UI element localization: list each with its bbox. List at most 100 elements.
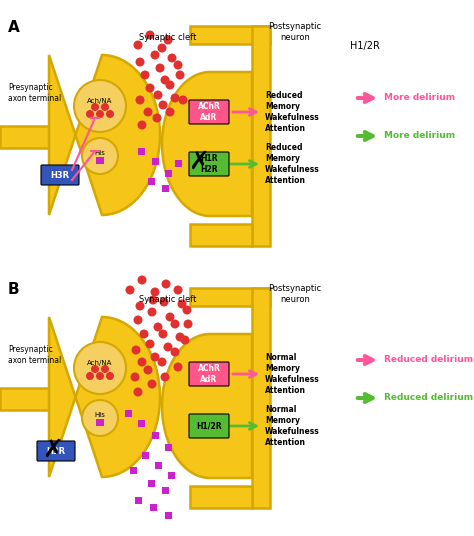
Bar [148, 480, 155, 487]
Circle shape [164, 35, 173, 44]
Bar [135, 497, 142, 504]
Circle shape [136, 57, 145, 66]
Bar [148, 178, 155, 185]
Circle shape [148, 295, 157, 304]
Text: Reduced delirium: Reduced delirium [384, 355, 473, 364]
Circle shape [106, 110, 114, 118]
Circle shape [151, 50, 159, 59]
Text: AChR
AdR: AChR AdR [198, 364, 220, 384]
Text: H1R
H2R: H1R H2R [200, 154, 218, 174]
Circle shape [181, 336, 190, 345]
Circle shape [101, 365, 109, 373]
Text: More delirium: More delirium [384, 131, 455, 140]
Circle shape [173, 286, 182, 294]
Circle shape [106, 372, 114, 380]
Polygon shape [252, 288, 270, 508]
Text: Presynaptic
axon terminal: Presynaptic axon terminal [8, 345, 61, 365]
Circle shape [161, 373, 170, 382]
Circle shape [126, 286, 135, 294]
Circle shape [140, 71, 149, 79]
Circle shape [175, 71, 184, 79]
Circle shape [177, 300, 186, 309]
Text: H1/2R: H1/2R [196, 421, 222, 430]
Circle shape [157, 358, 166, 367]
Circle shape [151, 287, 159, 296]
Circle shape [82, 138, 118, 174]
Circle shape [86, 110, 94, 118]
Text: H1/2R: H1/2R [350, 41, 380, 51]
Circle shape [134, 41, 143, 49]
Circle shape [134, 316, 143, 324]
Text: ✗: ✗ [42, 438, 63, 462]
Bar [96, 157, 104, 164]
Bar [155, 462, 162, 469]
Text: More delirium: More delirium [384, 93, 455, 102]
Text: Normal
Memory
Wakefulness
Attention: Normal Memory Wakefulness Attention [265, 405, 320, 447]
Circle shape [162, 279, 171, 288]
Circle shape [165, 312, 174, 322]
Circle shape [157, 43, 166, 53]
Bar [165, 512, 172, 519]
Circle shape [136, 301, 145, 310]
Text: Synaptic cleft: Synaptic cleft [139, 295, 197, 304]
Circle shape [155, 63, 164, 72]
Polygon shape [252, 26, 270, 246]
Circle shape [175, 332, 184, 341]
Circle shape [144, 108, 153, 116]
Text: Reduced delirium: Reduced delirium [384, 393, 473, 403]
Circle shape [171, 93, 180, 102]
Circle shape [182, 306, 191, 315]
Circle shape [101, 103, 109, 111]
Polygon shape [0, 388, 58, 410]
Bar [142, 452, 149, 459]
Circle shape [158, 330, 167, 339]
Circle shape [147, 379, 156, 389]
Polygon shape [190, 224, 252, 246]
FancyBboxPatch shape [41, 165, 79, 185]
Circle shape [136, 95, 145, 105]
Circle shape [74, 342, 126, 394]
Circle shape [130, 373, 139, 382]
Text: Postsynaptic
neuron: Postsynaptic neuron [268, 284, 321, 304]
Polygon shape [190, 26, 270, 44]
Text: Reduced
Memory
Wakefulness
Attention: Reduced Memory Wakefulness Attention [265, 143, 320, 185]
Text: His: His [94, 412, 105, 418]
Polygon shape [49, 317, 160, 477]
Bar [175, 160, 182, 167]
Polygon shape [190, 288, 270, 306]
Circle shape [96, 372, 104, 380]
Bar [152, 158, 159, 165]
Text: Postsynaptic
neuron: Postsynaptic neuron [268, 22, 321, 42]
Circle shape [151, 353, 159, 361]
Circle shape [137, 358, 146, 367]
Bar [152, 432, 159, 439]
Text: His: His [94, 150, 105, 156]
Circle shape [165, 108, 174, 116]
Circle shape [134, 388, 143, 397]
Circle shape [183, 319, 192, 329]
Bar [138, 420, 145, 427]
Circle shape [158, 101, 167, 109]
Circle shape [171, 347, 180, 356]
Text: Normal
Memory
Wakefulness
Attention: Normal Memory Wakefulness Attention [265, 353, 320, 395]
Circle shape [165, 80, 174, 90]
Circle shape [82, 400, 118, 436]
Circle shape [173, 61, 182, 70]
Polygon shape [162, 334, 252, 478]
Circle shape [154, 91, 163, 100]
Circle shape [154, 323, 163, 331]
Circle shape [86, 372, 94, 380]
Circle shape [139, 330, 148, 339]
Circle shape [144, 366, 153, 375]
Text: Ach/NA: Ach/NA [87, 98, 113, 104]
Text: Reduced
Memory
Wakefulness
Attention: Reduced Memory Wakefulness Attention [265, 91, 320, 133]
Circle shape [159, 297, 168, 307]
Text: B: B [8, 282, 19, 297]
Circle shape [153, 114, 162, 123]
Circle shape [161, 76, 170, 85]
Circle shape [171, 319, 180, 329]
Circle shape [146, 84, 155, 93]
Circle shape [137, 121, 146, 130]
Text: Ach/NA: Ach/NA [87, 360, 113, 366]
Circle shape [74, 80, 126, 132]
